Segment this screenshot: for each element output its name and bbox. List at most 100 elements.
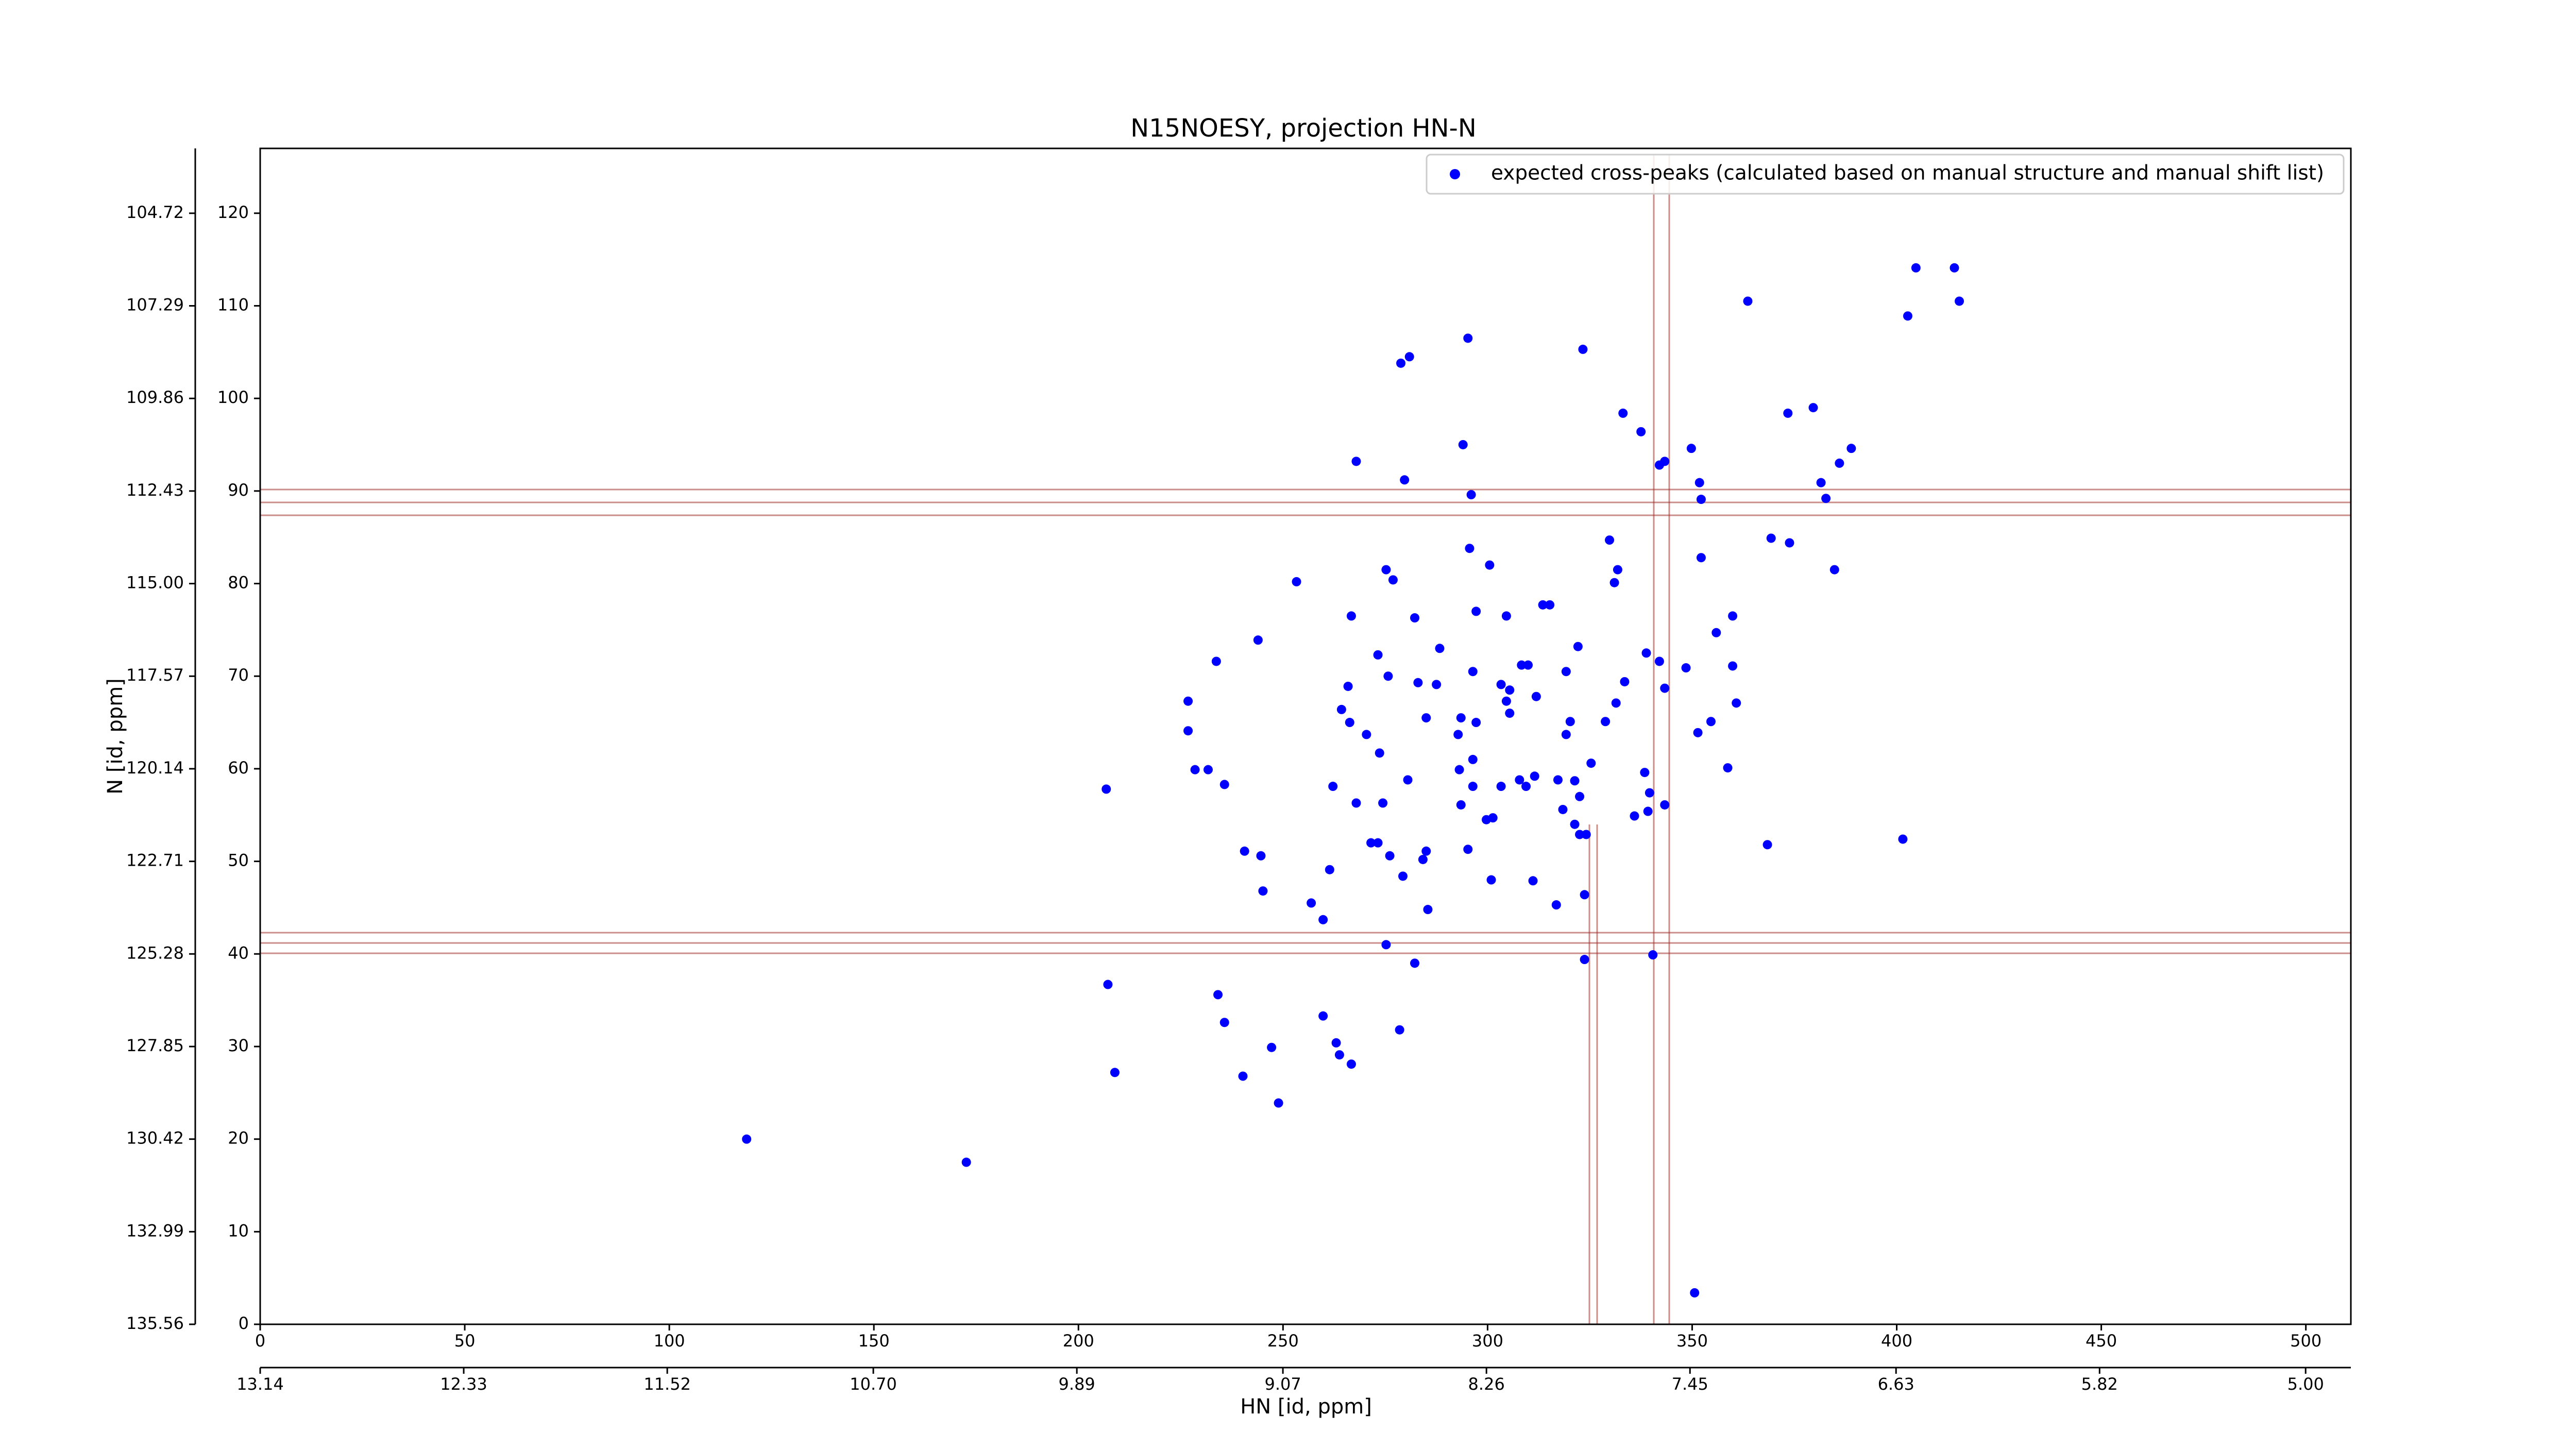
cross-peak — [1601, 717, 1611, 727]
x2-tick-label: 7.45 — [1672, 1374, 1708, 1394]
cross-peak — [1898, 834, 1908, 844]
cross-peak — [1238, 1071, 1248, 1081]
cross-peak — [1573, 642, 1583, 651]
cross-peak — [1654, 656, 1664, 666]
y2-tick-label: 109.86 — [126, 387, 184, 407]
cross-peak — [1410, 958, 1420, 968]
cross-peak — [1816, 478, 1826, 487]
cross-peak — [1565, 717, 1575, 727]
cross-peak — [1955, 296, 1964, 306]
cross-peak — [1681, 663, 1691, 673]
x-tick-label: 250 — [1267, 1331, 1299, 1351]
cross-peak — [1521, 782, 1531, 791]
cross-peak — [1421, 713, 1431, 723]
cross-peak — [1654, 460, 1664, 470]
x-tick-label: 50 — [454, 1331, 476, 1351]
cross-peak — [1378, 798, 1388, 808]
x2-tick-label: 5.82 — [2081, 1374, 2118, 1394]
cross-peak — [1605, 535, 1615, 545]
cross-peak — [1267, 1042, 1277, 1052]
cross-peak — [1423, 905, 1433, 915]
cross-peak — [1630, 811, 1639, 821]
cross-peak — [1618, 408, 1628, 418]
x-tick-label: 500 — [2290, 1331, 2321, 1351]
cross-peak — [1488, 813, 1498, 823]
x2-tick-label: 9.07 — [1264, 1374, 1301, 1394]
cross-peak — [1253, 635, 1263, 645]
cross-peak — [1325, 865, 1334, 874]
cross-peak — [1523, 660, 1533, 670]
y-tick-label: 20 — [228, 1128, 249, 1148]
cross-peak — [1578, 344, 1588, 354]
cross-peak — [1362, 730, 1371, 739]
y-axis-label: N [id, ppm] — [104, 678, 127, 795]
cross-peak — [1258, 886, 1268, 896]
y-tick-label: 90 — [228, 480, 249, 500]
x-axis-label: HN [id, ppm] — [1240, 1395, 1372, 1419]
cross-peak — [1950, 263, 1959, 273]
y2-tick-label: 104.72 — [126, 203, 184, 222]
cross-peak — [1351, 798, 1361, 808]
x2-tick-label: 9.89 — [1059, 1374, 1095, 1394]
legend-box — [1426, 154, 2345, 195]
cross-peak — [1307, 898, 1316, 908]
x-tick-label: 450 — [2086, 1331, 2117, 1351]
contour-band — [1588, 155, 1670, 1324]
y-tick-label: 70 — [228, 665, 249, 685]
cross-peak — [1110, 1068, 1120, 1077]
cross-peak — [1375, 748, 1384, 758]
cross-peak — [1421, 846, 1431, 856]
y-tick-label: 10 — [228, 1221, 249, 1240]
cross-peak — [1486, 875, 1496, 885]
x-tick-label: 100 — [654, 1331, 685, 1351]
cross-peak — [1808, 403, 1818, 413]
y2-tick-label: 112.43 — [126, 480, 184, 500]
cross-peak — [1388, 575, 1398, 585]
cross-peak — [1463, 845, 1473, 854]
cross-peak — [1570, 776, 1580, 786]
y2-tick-label: 117.57 — [126, 665, 184, 685]
cross-peak — [1381, 565, 1391, 575]
cross-peak — [1468, 754, 1478, 764]
cross-peak — [1471, 718, 1481, 728]
y2-tick-label: 130.42 — [126, 1128, 184, 1148]
cross-peak — [1531, 692, 1541, 701]
x-tick-label: 350 — [1676, 1331, 1708, 1351]
cross-peak — [1728, 661, 1738, 671]
cross-peak — [1611, 698, 1621, 708]
cross-peak — [1575, 791, 1585, 801]
y2-tick-label: 107.29 — [126, 295, 184, 315]
cross-peak — [1466, 490, 1476, 500]
cross-peak — [1821, 494, 1831, 503]
cross-peak — [1463, 333, 1473, 343]
cross-peak — [1696, 553, 1706, 563]
cross-peak — [1432, 680, 1442, 689]
cross-peak — [1219, 780, 1229, 789]
cross-peak — [1586, 759, 1596, 768]
contour-decoration — [260, 155, 2351, 1324]
cross-peak — [1575, 830, 1585, 839]
y2-tick-label: 125.28 — [126, 943, 184, 963]
cross-peak — [1645, 788, 1654, 798]
x2-tick-label: 12.33 — [440, 1374, 487, 1394]
cross-peak — [1418, 854, 1428, 864]
cross-peak — [1334, 1050, 1344, 1060]
cross-peak — [1636, 427, 1646, 436]
cross-peak — [1346, 611, 1356, 621]
legend-marker — [1450, 169, 1460, 179]
cross-peak — [1732, 698, 1741, 708]
cross-peak — [1256, 851, 1266, 861]
y2-tick-label: 127.85 — [126, 1036, 184, 1055]
x2-tick-label: 13.14 — [236, 1374, 284, 1394]
cross-peak — [1385, 851, 1395, 861]
x2-tick-label: 6.63 — [1878, 1374, 1914, 1394]
cross-peak — [1213, 990, 1223, 1000]
cross-peak — [1643, 806, 1653, 816]
cross-peak — [1696, 495, 1706, 504]
cross-peak — [1501, 696, 1511, 706]
cross-peak — [1496, 680, 1506, 689]
y2-tick-label: 122.71 — [126, 851, 184, 870]
cross-peak — [1328, 782, 1338, 791]
cross-peak — [1453, 730, 1463, 739]
